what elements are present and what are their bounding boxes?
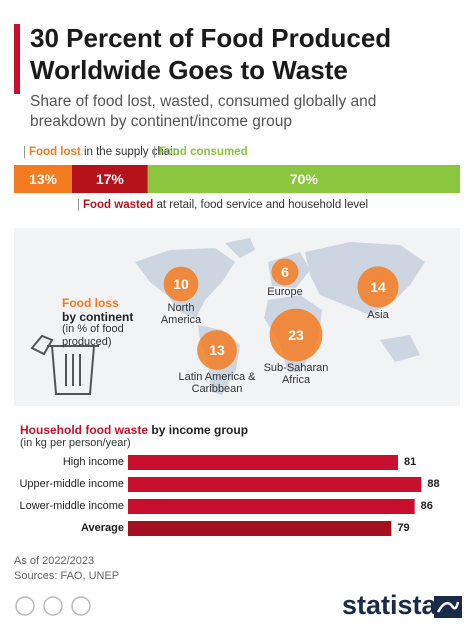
value-label: 79 — [397, 522, 410, 534]
region-label: Asia — [367, 308, 389, 321]
value-label: 88 — [427, 478, 440, 490]
bar — [128, 521, 392, 536]
map-note: (in % of food produced) — [62, 323, 124, 348]
bubble — [197, 330, 237, 370]
value-label: 81 — [404, 456, 417, 468]
map-subtitle: by continent — [62, 310, 134, 324]
legend-name: Food lost — [29, 146, 81, 158]
bar-segment — [71, 165, 148, 193]
segment-label: 13% — [28, 171, 57, 187]
category-label: Average — [80, 522, 124, 534]
legend-name: Food consumed — [158, 146, 248, 158]
bar-title-main: Household food waste — [20, 423, 149, 437]
source-note: Sources: FAO, UNEP — [14, 570, 120, 582]
bar-segment — [14, 165, 72, 193]
bubble-label: 23 — [288, 327, 304, 343]
brand-icon — [434, 596, 462, 618]
subtitle: Share of food lost, wasted, consumed glo… — [30, 93, 377, 130]
bar-segment — [147, 165, 461, 193]
legend-entry: Food lost in the supply chain — [24, 146, 179, 158]
bar — [128, 477, 422, 492]
legend-name: Food wasted — [82, 199, 154, 211]
category-label: High income — [62, 456, 124, 468]
value-label: 86 — [420, 500, 433, 512]
region-label: Sub-Saharan Africa — [263, 362, 329, 387]
legend-entry: Food consumed — [153, 146, 248, 158]
legend-note: in the supply chain — [83, 146, 180, 158]
map-title: Food loss — [62, 296, 119, 310]
bar-title-sub: by income group — [151, 423, 249, 437]
license-icons — [15, 596, 91, 616]
bubble — [271, 258, 299, 286]
bubble-label: 6 — [281, 264, 289, 280]
bar — [128, 455, 398, 470]
brand: statista — [342, 590, 437, 620]
segment-label: 70% — [289, 171, 318, 187]
bubble — [269, 308, 323, 362]
region-label: Europe — [267, 286, 303, 299]
legend-entry: Food wasted at retail, food service and … — [77, 199, 369, 211]
bubble-label: 10 — [173, 276, 189, 292]
bar-note: (in kg per person/year) — [20, 437, 131, 449]
date-note: As of 2022/2023 — [14, 555, 95, 567]
bar-title: Household food waste by income group — [20, 423, 248, 437]
category-label: Upper-middle income — [19, 478, 124, 490]
legend-note: at retail, food service and household le… — [156, 199, 369, 211]
region-label: North America — [160, 302, 202, 327]
accent-bar — [14, 24, 20, 94]
bubble-label: 13 — [209, 342, 225, 358]
title: 30 Percent of Food Produced Worldwide Go… — [30, 23, 392, 85]
bubble — [357, 266, 399, 308]
category-label: Lower-middle income — [19, 500, 124, 512]
bubble-label: 14 — [370, 279, 386, 295]
region-label: Latin America & Caribbean — [178, 370, 256, 395]
trash-icon — [30, 334, 99, 395]
bubble — [163, 266, 199, 302]
segment-label: 17% — [95, 171, 124, 187]
bar — [128, 499, 415, 514]
